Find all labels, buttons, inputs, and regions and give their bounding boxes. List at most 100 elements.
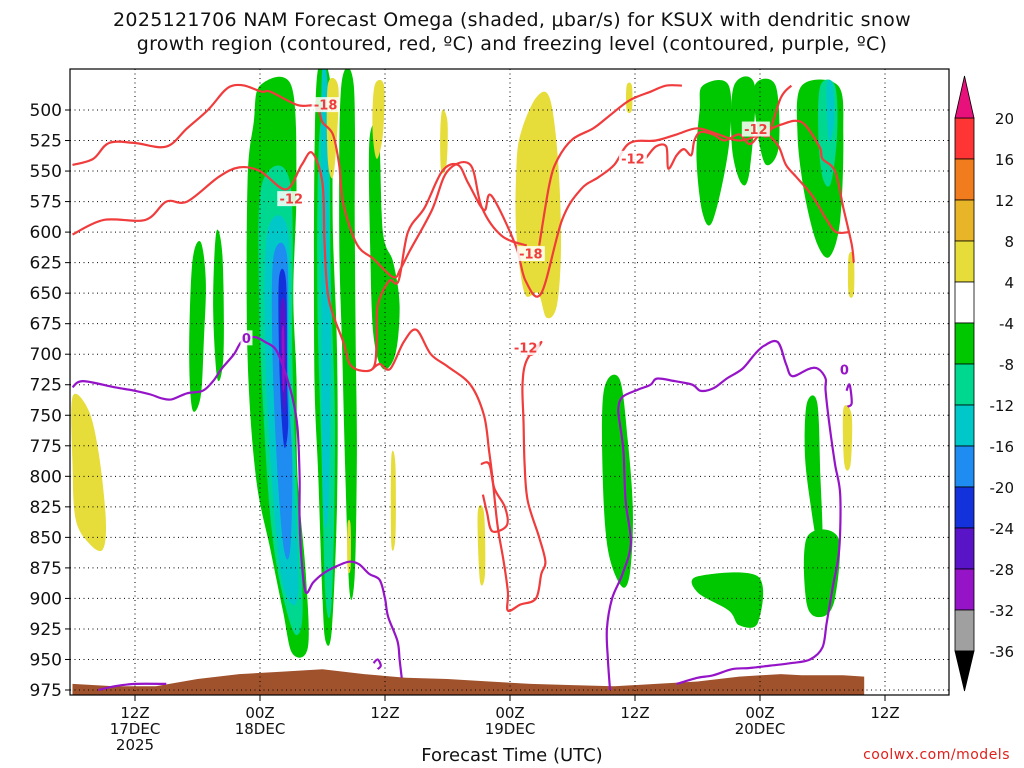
colorbar-top-arrow — [954, 75, 975, 119]
snow-growth-contour-1 — [371, 328, 547, 613]
y-tick-label: 550 — [30, 162, 62, 182]
freezing-level-label-0: 0 — [242, 332, 251, 347]
omega-region-4 — [339, 69, 357, 600]
colorbar-label: -28 — [990, 561, 1015, 579]
freezing-level-contour-3 — [98, 682, 167, 692]
snow-growth-label-5: -12 — [621, 152, 645, 167]
omega-region-20 — [804, 395, 823, 552]
freezing-level-label-1: 0 — [840, 364, 849, 379]
omega-region-31 — [347, 519, 351, 574]
snow-growth-contour-2 — [480, 461, 509, 533]
y-tick-label: 650 — [30, 284, 62, 304]
omega-region-17 — [691, 572, 764, 628]
x-tick-label: 12Z — [120, 704, 149, 722]
colorbar-bin-9 — [954, 486, 975, 529]
colorbar-bin-12 — [954, 609, 975, 652]
x-tick-label: 18DEC — [235, 720, 286, 738]
omega-region-15 — [696, 80, 732, 226]
y-tick-label: 800 — [30, 467, 62, 487]
colorbar-label: 4 — [1004, 274, 1014, 292]
snow-growth-label-bg-3 — [311, 97, 340, 113]
colorbar-bin-11 — [954, 568, 975, 611]
snow-growth-label-0: -12 — [280, 193, 304, 208]
freezing-level-contour-0 — [71, 335, 403, 678]
colorbar-bin-0 — [954, 117, 975, 160]
y-tick-label: 675 — [30, 315, 62, 335]
snow-growth-label-bg-4 — [516, 246, 545, 262]
colorbar-label: 12 — [995, 192, 1014, 210]
y-tick-label: 825 — [30, 498, 62, 518]
x-tick-label: 19DEC — [485, 720, 536, 738]
omega-region-24 — [71, 393, 107, 552]
terrain-fill — [72, 669, 865, 695]
colorbar-bin-5 — [954, 322, 975, 365]
y-tick-label: 925 — [30, 620, 62, 640]
x-tick-label: 12Z — [370, 704, 399, 722]
snow-growth-label-4: -18 — [519, 248, 543, 263]
colorbar: 20 16 12 8 4 -4 -8 -12 -16 -20 -24 -28 -32 -36 — [954, 75, 1015, 692]
y-tick-label: 625 — [30, 254, 62, 274]
omega-region-27 — [440, 109, 448, 174]
snow-growth-contour-4 — [538, 84, 682, 246]
colorbar-label: -36 — [990, 643, 1015, 661]
colorbar-bin-10 — [954, 527, 975, 570]
omega-region-34 — [842, 405, 853, 471]
colorbar-label: -16 — [990, 438, 1015, 456]
chart-title-line-1: 2025121706 NAM Forecast Omega (shaded, μ… — [113, 9, 911, 31]
colorbar-label: 20 — [995, 110, 1014, 128]
y-tick-label: 875 — [30, 559, 62, 579]
omega-region-30 — [477, 504, 486, 586]
snow-growth-label-1: -12 — [514, 342, 538, 357]
x-tick-label: 00Z — [745, 704, 774, 722]
contour-label-layer: -12 -12 -18 -18 -12 -12 0 0 — [240, 97, 851, 379]
colorbar-bin-1 — [954, 158, 975, 201]
colorbar-label: -12 — [990, 397, 1015, 415]
omega-region-26 — [372, 79, 385, 159]
freezing-level-label-bg-1 — [838, 362, 851, 378]
x-tick-label: 00Z — [245, 704, 274, 722]
omega-region-5 — [368, 124, 400, 370]
x-axis-label: Forecast Time (UTC) — [421, 745, 603, 766]
chart-title-line-2: growth region (contoured, red, ºC) and f… — [136, 33, 888, 55]
x-tick-label: 20DEC — [735, 720, 786, 738]
snow-growth-label-3: -18 — [314, 99, 338, 114]
freezing-level-label-bg-0 — [240, 330, 253, 346]
omega-region-32 — [626, 82, 633, 114]
x-tick-label: 12Z — [870, 704, 899, 722]
colorbar-bin-8 — [954, 445, 975, 488]
freezing-level-contour-1 — [605, 339, 842, 691]
omega-shading-layer — [71, 69, 855, 658]
y-tick-label: 600 — [30, 223, 62, 243]
omega-region-29 — [390, 450, 396, 551]
y-tick-label: 975 — [30, 681, 62, 701]
colorbar-label: 16 — [995, 151, 1014, 169]
snow-growth-label-bg-0 — [277, 191, 306, 207]
snow-growth-contour-3 — [72, 83, 528, 279]
y-tick-label: 750 — [30, 406, 62, 426]
omega-region-28 — [515, 91, 562, 319]
colorbar-bin-2 — [954, 199, 975, 242]
colorbar-bin-4 — [954, 281, 975, 324]
axes-layer: 500 525 550 575 600 625 650 675 700 725 750 775 800 8… — [30, 101, 900, 754]
omega-region-23 — [826, 79, 835, 142]
colorbar-label: -24 — [990, 520, 1015, 538]
omega-region-13 — [281, 325, 285, 393]
freezing-level-contour-4 — [845, 383, 853, 408]
x-tick-label: 2025 — [116, 736, 154, 754]
y-tick-label: 525 — [30, 132, 62, 152]
snow-growth-label-bg-6 — [741, 121, 770, 137]
omega-region-33 — [847, 251, 855, 298]
colorbar-label: -20 — [990, 479, 1015, 497]
y-tick-label: 850 — [30, 528, 62, 548]
y-tick-label: 700 — [30, 345, 62, 365]
omega-region-0 — [189, 241, 206, 412]
y-tick-label: 900 — [30, 589, 62, 609]
colorbar-bin-6 — [954, 363, 975, 406]
terrain-layer — [72, 669, 865, 695]
freezing-level-contour-2 — [372, 658, 382, 670]
x-tick-label: 12Z — [620, 704, 649, 722]
y-tick-label: 500 — [30, 101, 62, 121]
colorbar-bottom-arrow — [954, 650, 975, 692]
colorbar-label: 8 — [1004, 233, 1014, 251]
colorbar-label: -8 — [999, 356, 1014, 374]
